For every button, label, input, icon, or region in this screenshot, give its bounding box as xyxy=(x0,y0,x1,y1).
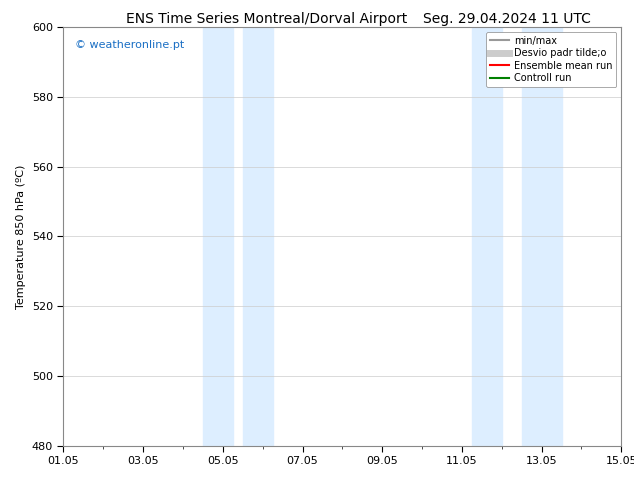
Bar xyxy=(243,27,273,446)
Text: ENS Time Series Montreal/Dorval Airport: ENS Time Series Montreal/Dorval Airport xyxy=(126,12,407,26)
Legend: min/max, Desvio padr tilde;o, Ensemble mean run, Controll run: min/max, Desvio padr tilde;o, Ensemble m… xyxy=(486,32,616,87)
Bar xyxy=(522,27,562,446)
Text: © weatheronline.pt: © weatheronline.pt xyxy=(75,40,184,49)
Y-axis label: Temperature 850 hPa (ºC): Temperature 850 hPa (ºC) xyxy=(16,164,26,309)
Bar xyxy=(203,27,233,446)
Text: Seg. 29.04.2024 11 UTC: Seg. 29.04.2024 11 UTC xyxy=(424,12,591,26)
Bar xyxy=(472,27,501,446)
